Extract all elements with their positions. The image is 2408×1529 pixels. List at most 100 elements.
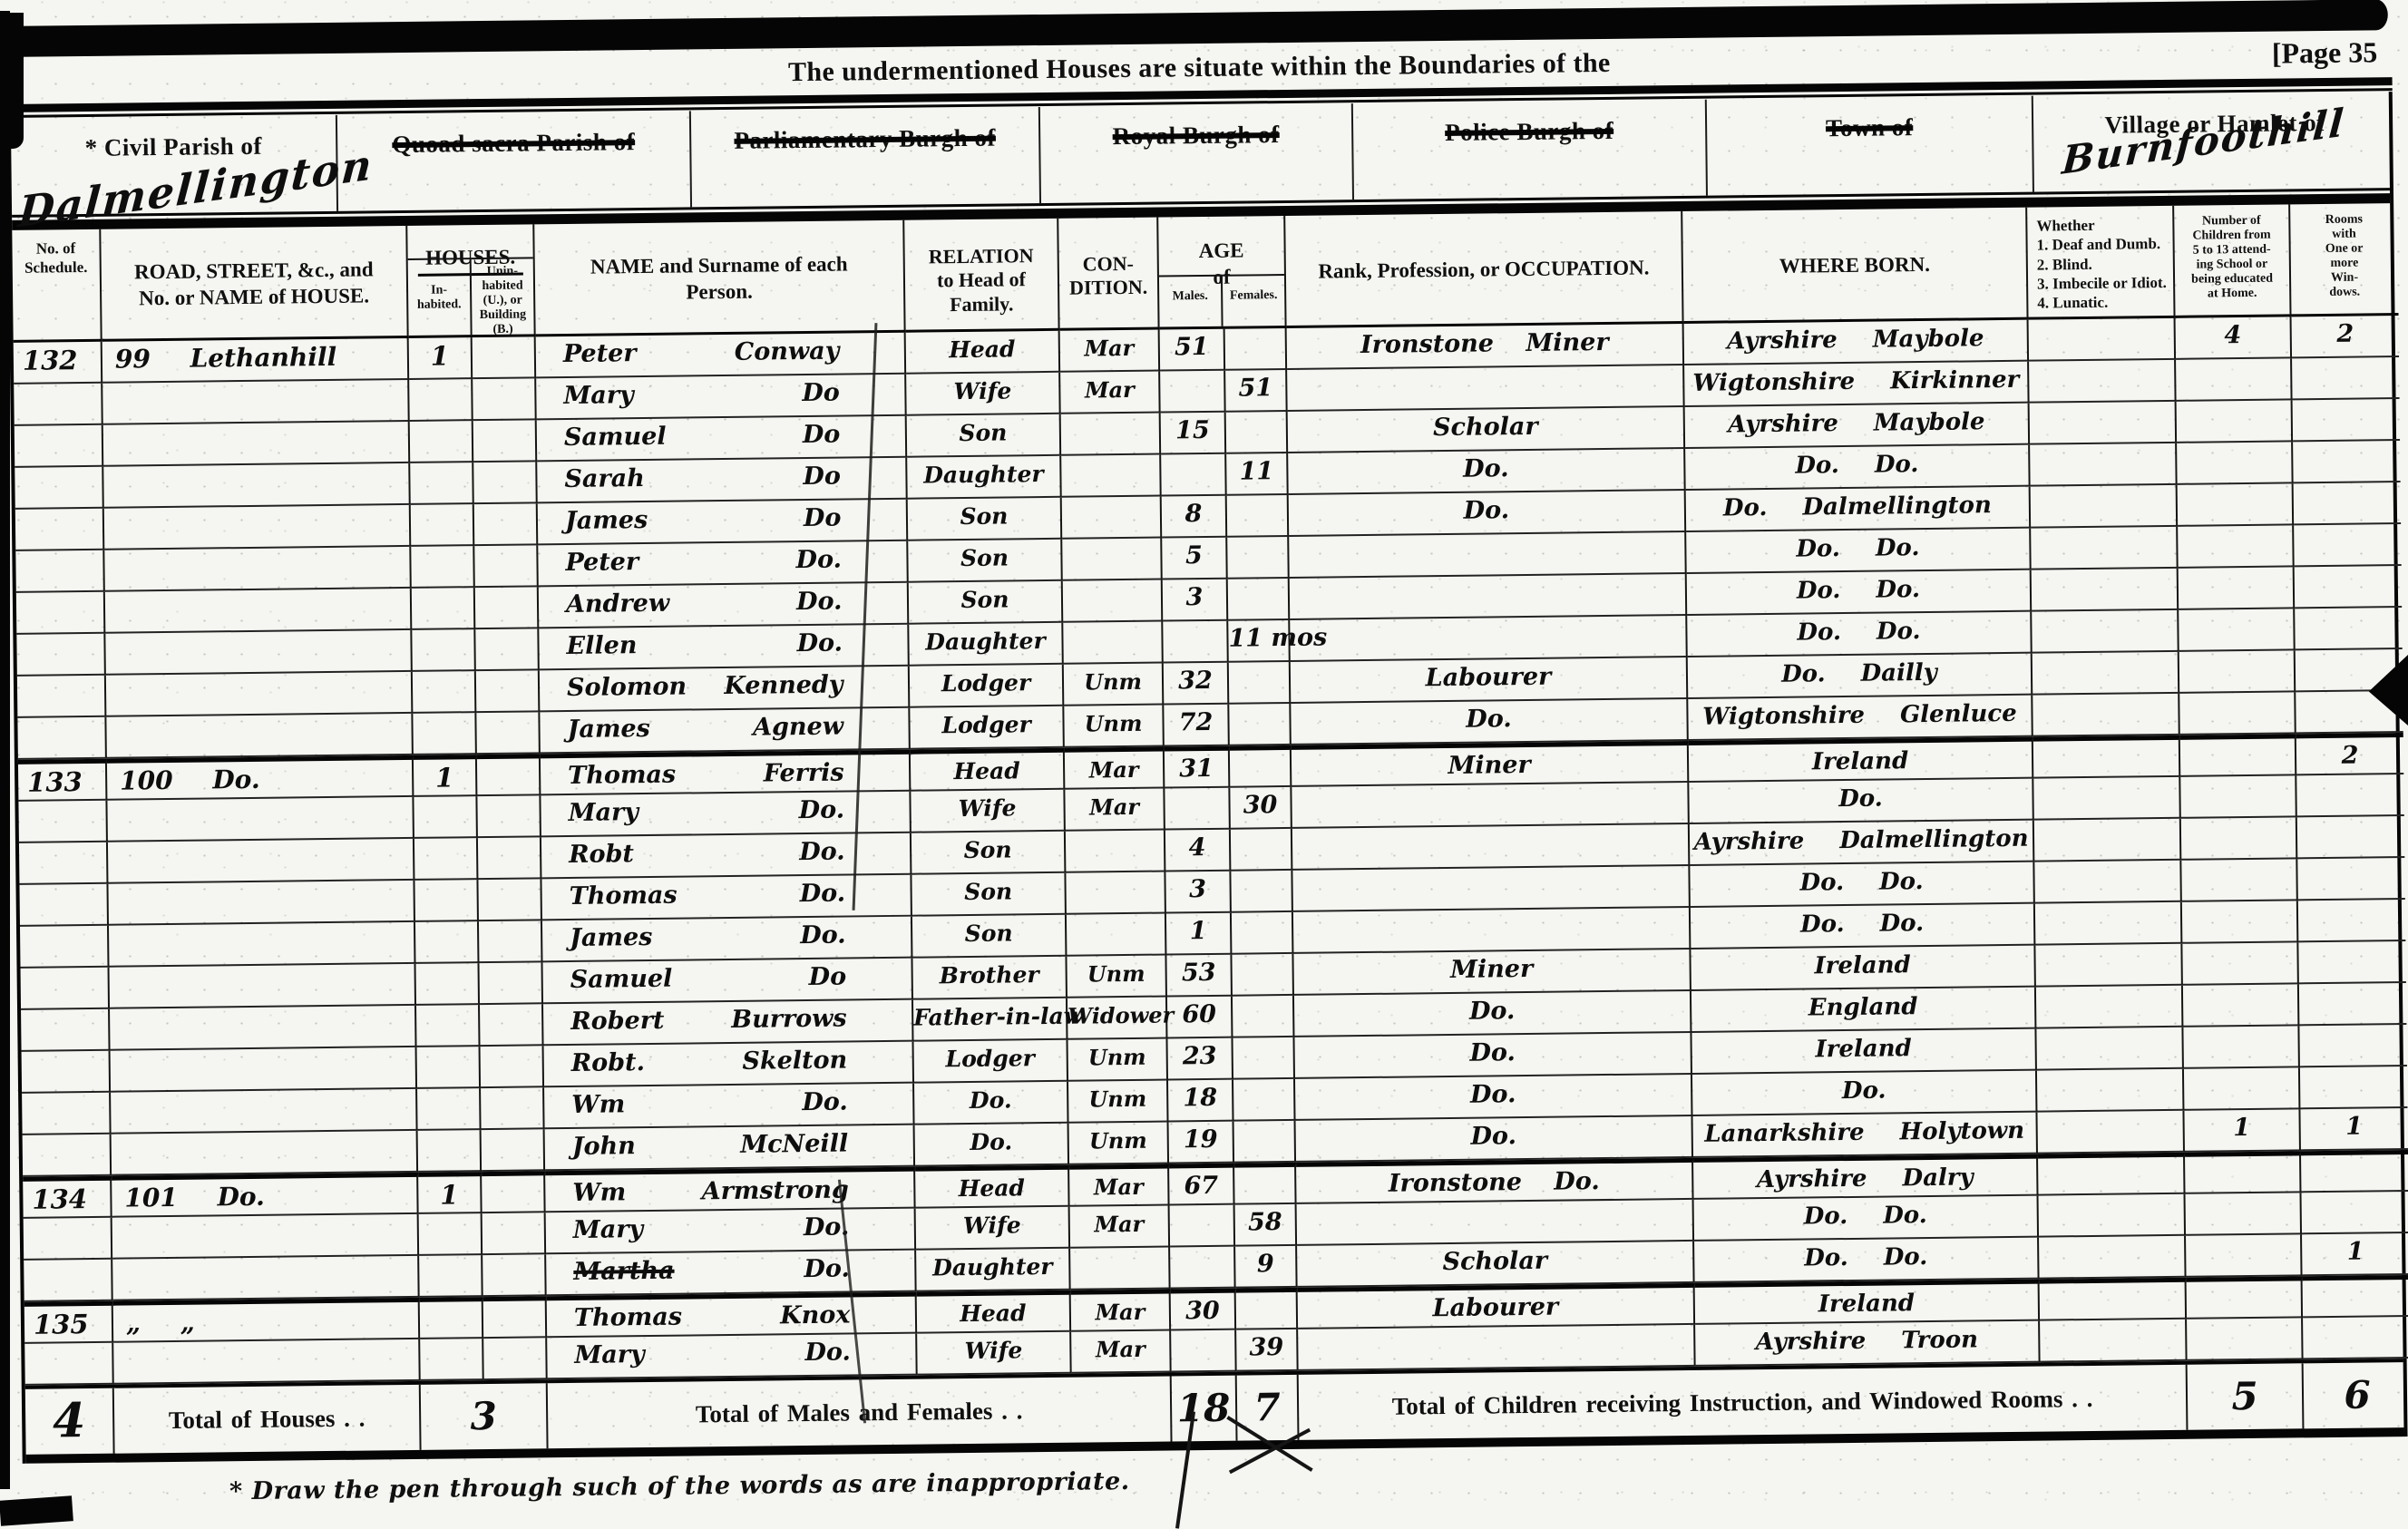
cell-road: „ „ [112,1297,421,1343]
col-header-children-school: Number of Children from 5 to 13 attend- … [2174,204,2292,318]
cell-name: Ellen Do. [539,624,910,671]
cell-disability [2032,651,2180,696]
total-males-number: 18 [1176,1385,1231,1431]
cell-uninhabited [478,879,542,922]
cell-windowed-rooms [2294,524,2402,568]
cell-schedule [20,925,110,969]
cell-windowed-rooms [2293,482,2402,526]
cell-occupation: Labourer [1297,1282,1696,1329]
cell-children-at-school [2176,400,2294,443]
cell-condition: Mar [1060,371,1161,414]
col-header-name: NAME and Surname of each Person. [534,219,906,337]
cell-condition [1062,579,1164,623]
cell-where-born: Ireland [1691,1028,2037,1075]
surname: Do. [798,795,845,825]
cell-schedule [18,842,109,885]
cell-condition: Mar [1064,746,1165,790]
cell-age-male: 1 [1165,912,1233,956]
total-males-value: 18 [1171,1375,1238,1442]
cell-relation: Lodger [909,664,1065,708]
surname: Skelton [742,1046,848,1076]
cell-age-female [1230,828,1293,872]
footnote: * Draw the pen through such of the words… [229,1467,1130,1506]
cell-children-at-school [2179,609,2296,652]
cell-inhabited [411,546,475,589]
cell-condition: Mar [1069,1205,1171,1249]
cell-name: Martha Do. [546,1250,917,1297]
cell-age-male [1169,1204,1236,1248]
cell-road [112,1213,420,1260]
cell-age-male: 3 [1165,871,1232,914]
cell-disability [2040,1319,2188,1363]
cell-disability [2035,943,2183,988]
cell-where-born: Ireland [1694,1279,2041,1325]
cell-condition: Unm [1067,955,1167,998]
cell-road [113,1339,421,1385]
cell-age-male: 72 [1164,704,1230,747]
cell-relation: Father-in-law [912,998,1083,1042]
cell-name: Andrew Do. [538,582,910,629]
cell-inhabited [420,1339,484,1381]
district-box: Quoad sacra Parish of [336,111,693,211]
cell-windowed-rooms [2297,858,2405,901]
cell-occupation: Do. [1295,1115,1694,1163]
cell-age-female [1225,411,1289,454]
cell-age-male: 23 [1167,1037,1234,1081]
cell-inhabited [409,379,473,422]
scan-bottom-blob [0,1495,73,1526]
cell-condition [1061,496,1163,540]
first-name: Peter [565,548,639,577]
cell-uninhabited [481,1129,546,1173]
scan-corner-blob [0,13,24,149]
cell-where-born: Ayrshire Maybole [1684,403,2031,449]
col-header-whether-disability: Whether 1. Deaf and Dumb. 2. Blind. 3. I… [2027,205,2176,320]
cell-uninhabited [474,545,539,589]
cell-inhabited [412,629,476,672]
cell-name: Robt. Skelton [543,1041,915,1088]
col-header-relation: RELATION to Head of Family. [904,218,1060,333]
total-schedules-value: 4 [52,1393,86,1449]
cell-schedule [15,550,105,593]
cell-occupation: Ironstone Miner [1286,323,1685,370]
cell-uninhabited [473,503,539,547]
cell-windowed-rooms [2293,441,2401,484]
cell-children-at-school [2182,942,2299,986]
first-name: James [570,922,653,952]
cell-occupation [1296,1199,1695,1246]
first-name: Robert [570,1006,665,1036]
cell-children-at-school [2179,734,2297,777]
cell-schedule [18,800,108,843]
cell-inhabited [409,421,474,463]
cell-uninhabited [476,754,541,797]
cell-disability [2033,735,2181,779]
col-header-windowed-rooms: Rooms with One or more Win- dows. [2290,203,2399,317]
cell-age-male: 15 [1160,412,1227,455]
cell-inhabited [410,463,474,505]
cell-road [111,1130,419,1176]
cell-uninhabited [481,1087,545,1131]
cell-age-female: 39 [1236,1329,1299,1372]
surname: Do [803,462,842,492]
total-children-rooms-label-text: Total of Children receiving Instruction,… [1391,1384,2093,1420]
cell-where-born: Ireland [1691,945,2036,991]
surname: Do. [800,920,846,950]
cell-inhabited [410,504,475,547]
cell-where-born: Ayrshire Maybole [1683,319,2030,365]
cell-schedule: 135 [24,1300,114,1344]
total-children-number: 5 [2231,1373,2258,1419]
cell-age-female: 11 [1226,453,1289,496]
cell-name: Samuel Do [542,958,913,1005]
cell-age-female [1227,578,1291,621]
cell-schedule [14,424,104,468]
surname: Do [808,962,847,991]
cell-inhabited [414,921,480,964]
cell-age-female [1226,494,1290,538]
district-box: Police Burgh of [1352,99,1708,200]
cell-uninhabited [480,1004,544,1047]
cell-age-female [1233,1078,1296,1122]
surname: Do. [795,587,843,617]
cell-condition: Unm [1068,1122,1170,1165]
first-name: Robt. [570,1048,646,1077]
cell-uninhabited [479,962,544,1006]
cell-age-male [1171,1329,1237,1373]
